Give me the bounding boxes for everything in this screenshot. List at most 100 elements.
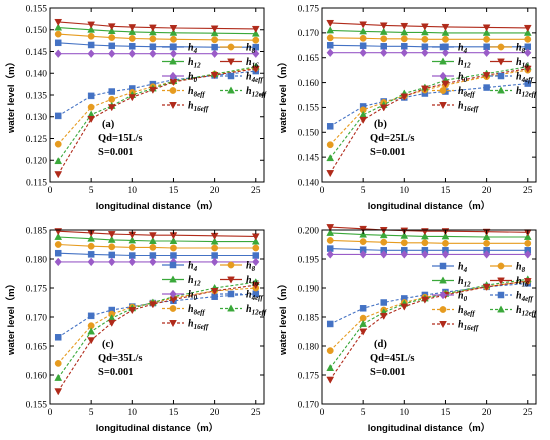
data-point: [380, 48, 388, 58]
x-tick-label: 0: [320, 408, 325, 418]
y-tick-label: 0.170: [298, 29, 320, 39]
flow-annotation: S=0.001: [370, 147, 405, 158]
data-point: [359, 116, 368, 124]
data-point: [326, 250, 334, 259]
data-point: [359, 42, 367, 50]
series-line: [329, 280, 528, 351]
legend-label: h16eff: [188, 101, 209, 114]
x-tick-label: 10: [128, 186, 138, 196]
legend-entry-h4eff: h4eff: [220, 290, 263, 302]
x-tick-label: 5: [361, 186, 366, 196]
series-h4eff: [326, 280, 532, 328]
series-h8: [54, 241, 260, 252]
data-point: [54, 388, 63, 396]
data-point: [87, 32, 95, 40]
legend-marker: [169, 305, 177, 312]
legend-marker: [439, 306, 447, 313]
data-point: [87, 21, 96, 29]
legend-label: h16eff: [458, 320, 479, 333]
data-point: [170, 244, 177, 252]
x-tick-label: 5: [89, 408, 94, 418]
series-line: [58, 21, 256, 30]
legend-entry-h4: h4: [162, 261, 198, 273]
series-h16: [326, 19, 532, 33]
legend-label: h16eff: [188, 319, 209, 332]
y-tick-label: 0.170: [26, 313, 48, 323]
y-tick-label: 0.125: [26, 135, 48, 145]
y-tick-label: 0.150: [26, 26, 48, 36]
legend-marker: [227, 276, 235, 284]
legend-label-base: h: [458, 320, 464, 331]
series-line: [330, 37, 528, 40]
legend-entry-h12eff: h12eff: [490, 305, 537, 318]
legend-label-base: h: [516, 72, 522, 83]
data-point: [252, 244, 260, 252]
y-tick-label: 0.165: [298, 54, 320, 64]
series-h8: [54, 30, 260, 44]
data-point: [108, 34, 116, 41]
x-tick-label: 25: [523, 186, 533, 196]
plot-frame: [321, 7, 537, 183]
series-line: [329, 66, 528, 159]
legend-label-base: h: [516, 43, 522, 54]
data-point: [421, 48, 429, 58]
chart-panel-b: 0 5 10 15 20 25 0.140 0.145 0.150 0.155 0.160 0.165…: [277, 4, 537, 212]
legend-entry-h8eff: h8eff: [432, 305, 475, 318]
legend-entry-h4: h4: [162, 43, 198, 55]
y-tick-label: 0.195: [298, 255, 320, 265]
legend-label-sub: 12: [194, 62, 202, 70]
data-point: [359, 225, 368, 233]
chart-panel-a: 0 5 10 15 20 25 0.115 0.120 0.125 0.130 0.135 0.140…: [5, 4, 267, 212]
legend-marker: [497, 262, 505, 270]
x-tick-label: 0: [320, 186, 325, 196]
x-tick-label: 25: [523, 408, 533, 418]
legend-label-sub: 4eff: [521, 295, 534, 303]
legend-marker: [169, 71, 177, 81]
data-point: [359, 250, 367, 259]
legend-marker: [497, 277, 505, 285]
data-point: [523, 28, 532, 36]
legend-marker: [439, 43, 447, 51]
legend-label: h8: [246, 43, 256, 56]
legend-label: h8eff: [458, 305, 475, 318]
legend-marker: [439, 321, 447, 329]
legend-label: h8eff: [188, 86, 205, 99]
legend-label-sub: 0: [194, 76, 198, 84]
series-line: [58, 27, 256, 35]
data-point: [421, 28, 429, 36]
legend-marker: [227, 261, 235, 269]
data-point: [149, 244, 157, 251]
data-point: [211, 43, 218, 51]
legend-label-sub: 8: [522, 266, 526, 274]
legend-label-sub: 8: [522, 47, 526, 55]
data-point: [326, 19, 335, 28]
series-h12: [54, 23, 260, 37]
legend-label: h8eff: [458, 86, 475, 99]
legend-label-base: h: [246, 72, 252, 83]
legend-label: h0: [188, 72, 198, 85]
series-h16: [54, 18, 260, 34]
data-point: [359, 319, 368, 327]
legend-label-base: h: [516, 86, 522, 97]
series-line: [330, 29, 528, 34]
y-tick-label: 0.185: [298, 313, 320, 323]
legend-label-sub: 8eff: [464, 310, 476, 318]
legend-entry-h8: h8: [220, 261, 256, 273]
data-point: [421, 85, 429, 93]
data-point: [108, 251, 115, 259]
legend-label-sub: 8eff: [194, 91, 206, 99]
data-point: [482, 28, 491, 36]
data-point: [54, 140, 62, 148]
data-point: [441, 250, 450, 259]
data-point: [524, 35, 532, 43]
legend-label: h4eff: [516, 291, 533, 304]
x-axis-label: longitudinal distance（m）: [96, 200, 218, 212]
data-point: [149, 301, 157, 309]
data-point: [128, 257, 136, 267]
data-point: [326, 42, 334, 49]
legend-label-base: h: [516, 276, 522, 287]
x-tick-label: 20: [482, 186, 492, 196]
legend-entry-h16eff: h16eff: [162, 101, 209, 114]
data-point: [87, 337, 96, 345]
